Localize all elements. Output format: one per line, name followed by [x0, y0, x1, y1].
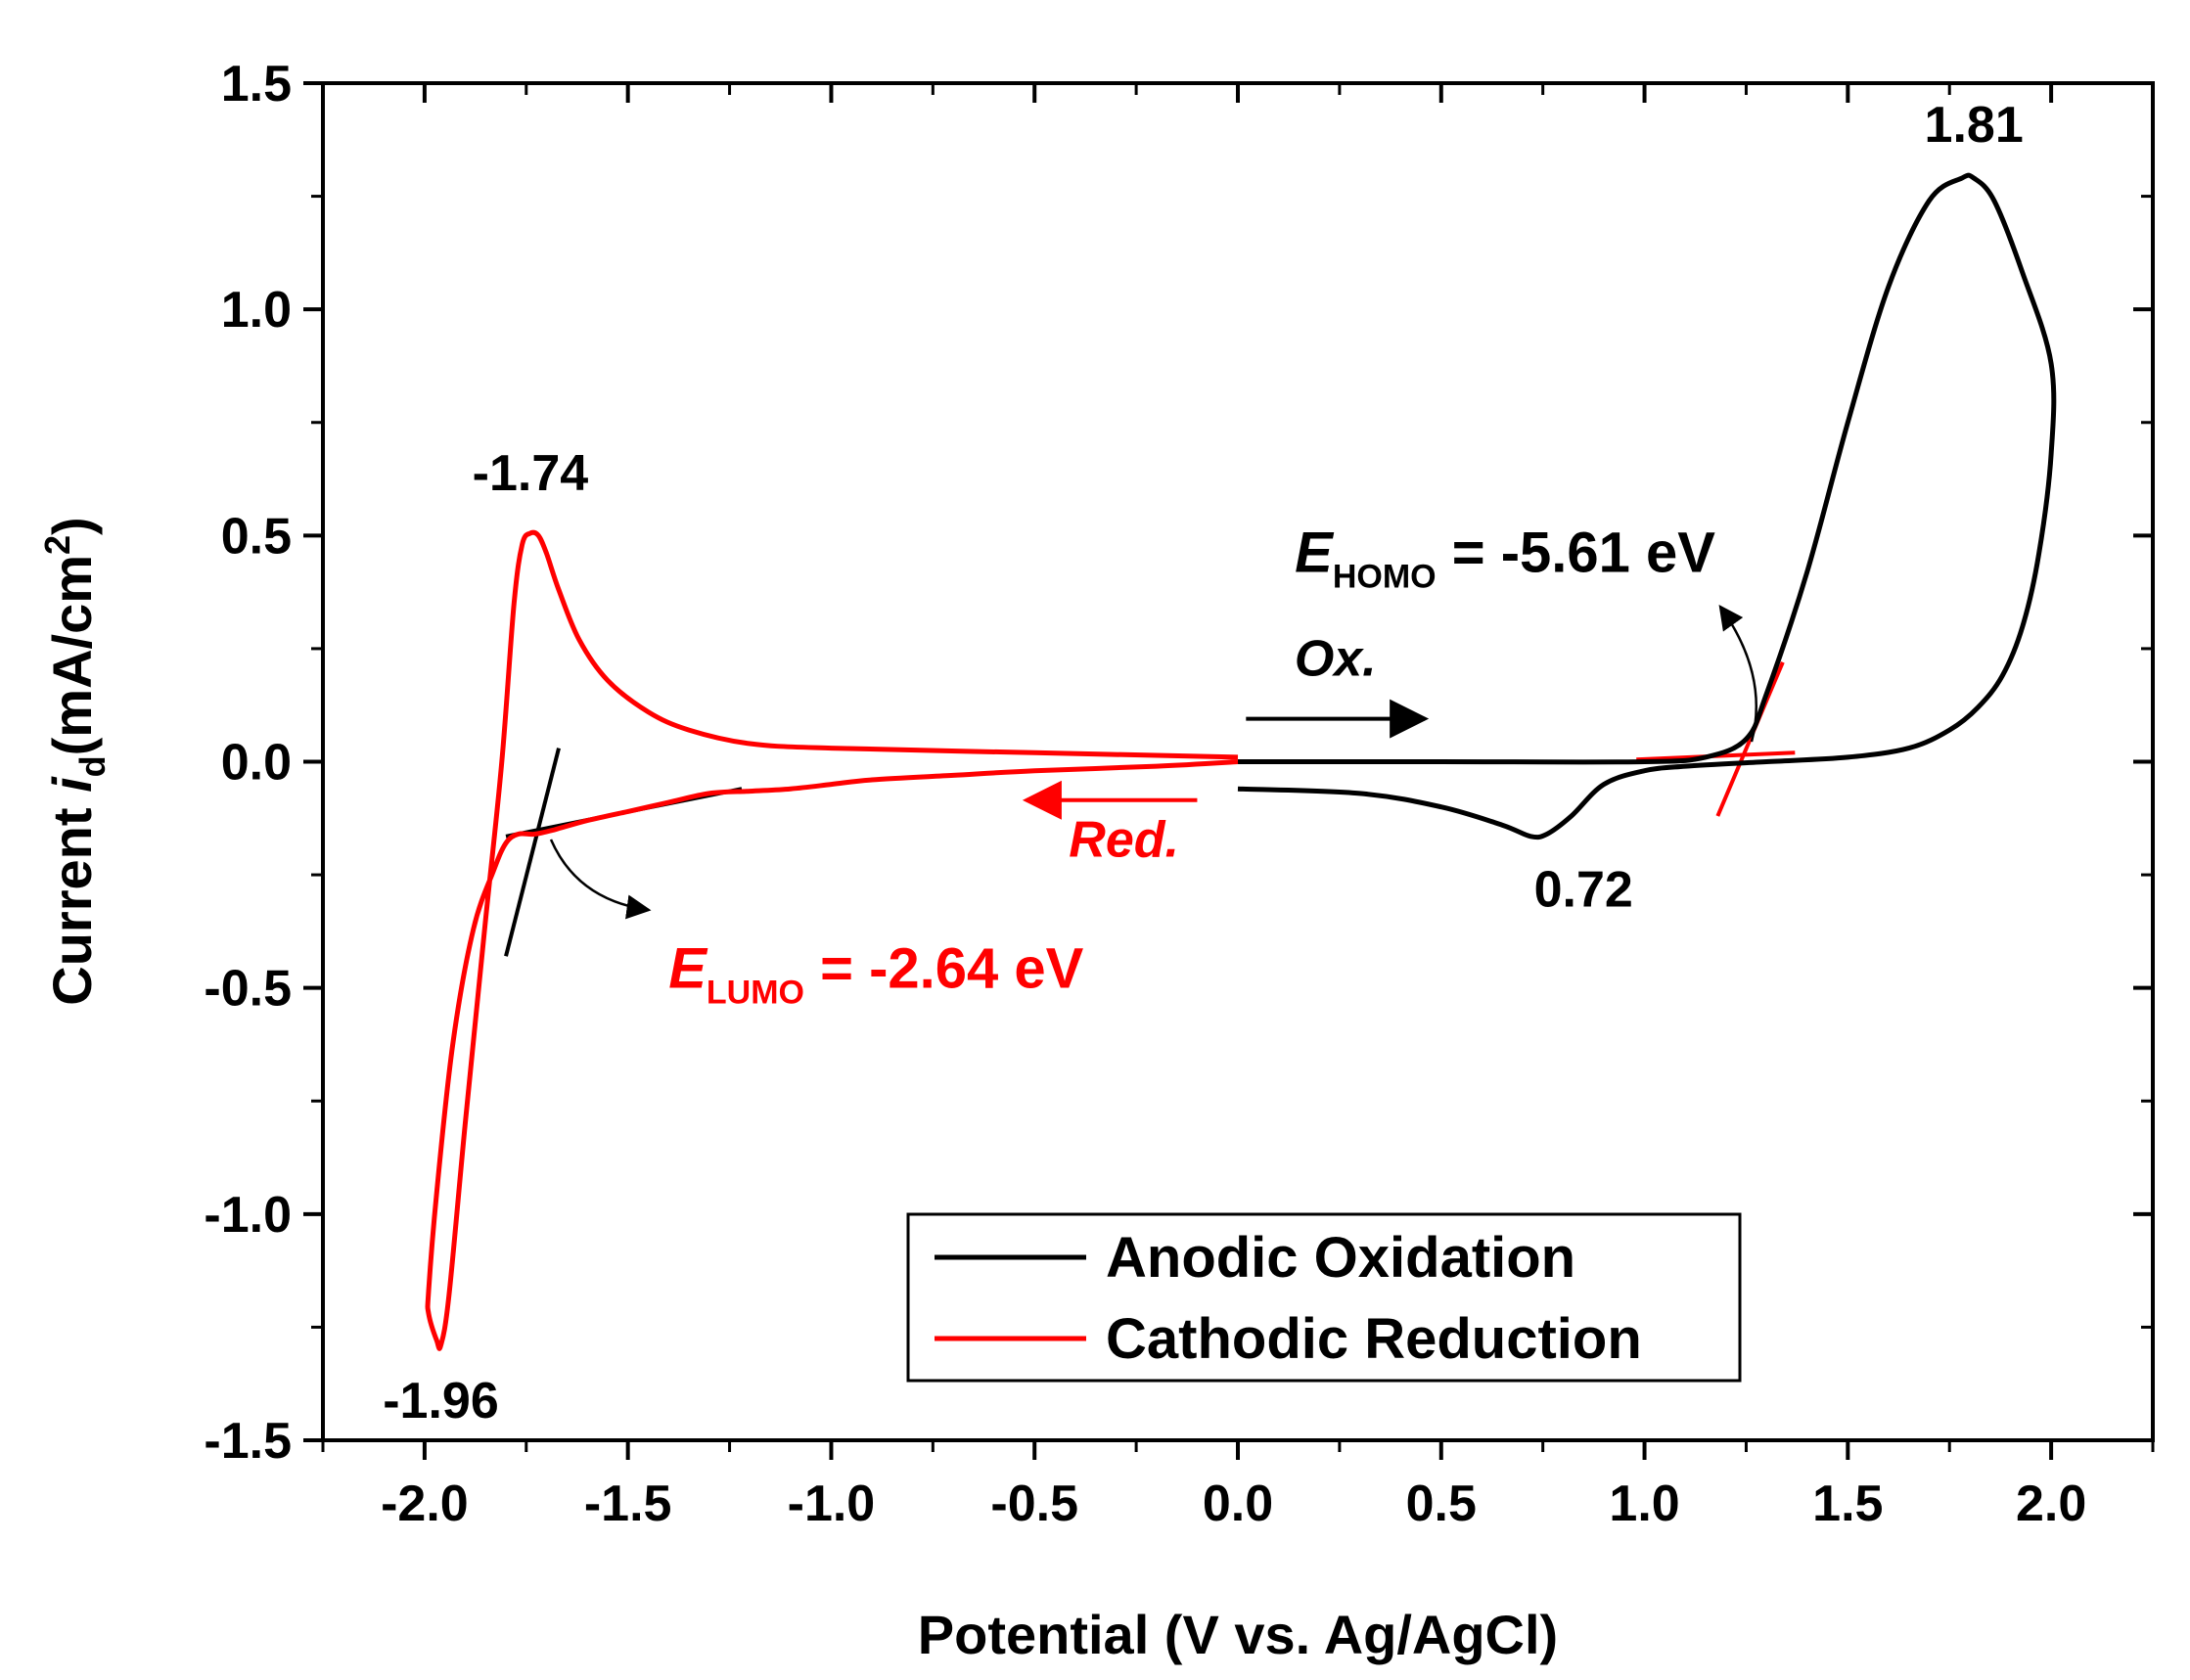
homo-tangent-steep [1715, 661, 1785, 817]
homo-leader-arrow [1718, 604, 1757, 743]
x-tick-label: 0.5 [1406, 1476, 1477, 1532]
x-tick-label: -1.0 [788, 1476, 876, 1532]
legend-label-anodic: Anodic Oxidation [1106, 1226, 1575, 1290]
x-tick-label: -1.5 [584, 1476, 672, 1532]
lumo-energy-label: ELUMO = -2.64 eV [668, 937, 1083, 1012]
red-direction-label: Red. [1069, 812, 1179, 869]
x-tick-label: -0.5 [990, 1476, 1078, 1532]
y-tick-label: 1.5 [221, 56, 292, 113]
y-tick-label: -0.5 [204, 961, 292, 1018]
peak-label: 1.81 [1925, 97, 2024, 154]
x-tick-label: 0.0 [1203, 1476, 1273, 1532]
peak-label: -1.96 [383, 1373, 499, 1430]
peak-label: 0.72 [1534, 861, 1633, 918]
homo-energy-label: EHOMO = -5.61 eV [1295, 521, 1715, 595]
ox-direction-label: Ox. [1295, 631, 1377, 688]
y-tick-label: 0.0 [221, 735, 292, 792]
legend: Anodic Oxidation Cathodic Reduction [906, 1212, 1742, 1383]
y-tick-label: 0.5 [221, 508, 292, 565]
y-tick-label: -1.0 [204, 1187, 292, 1244]
annotations: 1.81 -1.74 -1.96 0.72 Ox. Red. ELUMO = -2.64 e… [383, 97, 2024, 1430]
legend-box [906, 1212, 1742, 1383]
data-series [425, 172, 2057, 1351]
x-tick-label: 1.5 [1812, 1476, 1883, 1532]
series-anodic-oxidation [1237, 172, 2057, 840]
y-tick-label: 1.0 [221, 282, 292, 339]
lumo-tangent-steep [504, 748, 561, 957]
y-axis-ticks: -1.5 -1.0 -0.5 0.0 0.5 1.0 1.5 [204, 56, 2153, 1470]
x-axis-title: Potential (V vs. Ag/AgCl) [918, 1604, 1558, 1665]
y-tick-label: -1.5 [204, 1413, 292, 1470]
x-tick-label: 2.0 [2016, 1476, 2086, 1532]
legend-label-cathodic: Cathodic Reduction [1106, 1307, 1642, 1371]
peak-label: -1.74 [473, 445, 589, 502]
series-cathodic-reduction [425, 529, 1239, 1351]
x-tick-label: -2.0 [381, 1476, 469, 1532]
x-tick-label: 1.0 [1609, 1476, 1679, 1532]
y-axis-title: Current id(mA/cm2) [37, 517, 113, 1005]
x-axis-ticks: -2.0 -1.5 -1.0 -0.5 0.0 0.5 1.0 1.5 2.0 [321, 83, 2155, 1532]
lumo-leader-arrow [549, 839, 652, 920]
